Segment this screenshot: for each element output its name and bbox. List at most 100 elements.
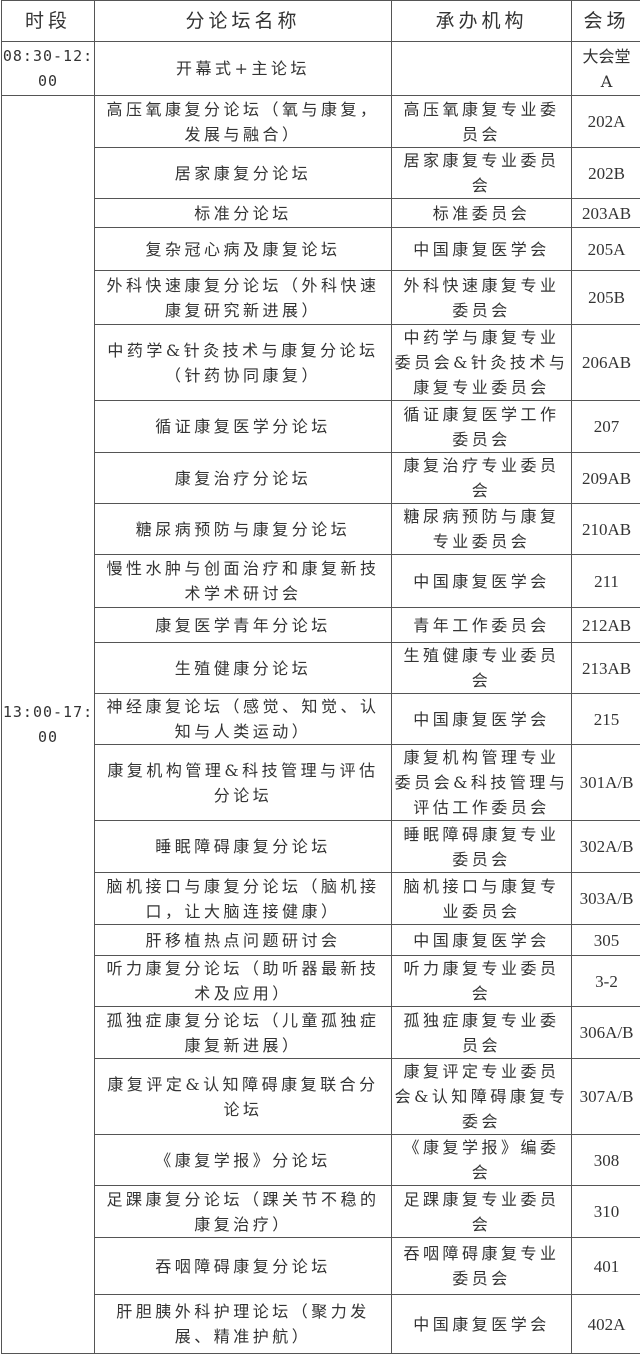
venue: 211 <box>572 555 640 608</box>
forum-name: 中药学&针灸技术与康复分论坛（针药协同康复） <box>95 325 392 401</box>
venue: 303A/B <box>572 873 640 925</box>
venue: 207 <box>572 401 640 453</box>
forum-name: 康复医学青年分论坛 <box>95 608 392 643</box>
organizer: 标准委员会 <box>392 199 572 228</box>
forum-name: 开幕式+主论坛 <box>95 42 392 96</box>
organizer: 中国康复医学会 <box>392 1295 572 1354</box>
forum-name: 复杂冠心病及康复论坛 <box>95 228 392 271</box>
venue: 215 <box>572 694 640 745</box>
venue: 213AB <box>572 643 640 694</box>
forum-name: 糖尿病预防与康复分论坛 <box>95 504 392 555</box>
organizer: 康复评定专业委员会&认知障碍康复专委会 <box>392 1059 572 1135</box>
organizer: 孤独症康复专业委员会 <box>392 1007 572 1059</box>
forum-name: 肝胆胰外科护理论坛（聚力发展、精准护航） <box>95 1295 392 1354</box>
organizer: 中药学与康复专业委员会&针灸技术与康复专业委员会 <box>392 325 572 401</box>
venue: 301A/B <box>572 745 640 821</box>
organizer <box>392 42 572 96</box>
forum-name: 康复机构管理&科技管理与评估分论坛 <box>95 745 392 821</box>
venue: 310 <box>572 1186 640 1238</box>
venue: 209AB <box>572 453 640 504</box>
organizer: 中国康复医学会 <box>392 228 572 271</box>
organizer: 睡眠障碍康复专业委员会 <box>392 821 572 873</box>
venue: 306A/B <box>572 1007 640 1059</box>
venue: 203AB <box>572 199 640 228</box>
time-slot: 08:30-12:00 <box>2 42 95 96</box>
venue: 202B <box>572 148 640 199</box>
header-forum: 分论坛名称 <box>95 1 392 42</box>
table-row: 08:30-12:00 开幕式+主论坛 大会堂A <box>2 42 640 96</box>
header-row: 时段 分论坛名称 承办机构 会场 <box>2 1 640 42</box>
forum-name: 睡眠障碍康复分论坛 <box>95 821 392 873</box>
organizer: 脑机接口与康复专业委员会 <box>392 873 572 925</box>
venue: 3-2 <box>572 956 640 1007</box>
organizer: 循证康复医学工作委员会 <box>392 401 572 453</box>
organizer: 康复机构管理专业委员会&科技管理与评估工作委员会 <box>392 745 572 821</box>
forum-name: 《康复学报》分论坛 <box>95 1135 392 1186</box>
organizer: 青年工作委员会 <box>392 608 572 643</box>
venue: 205A <box>572 228 640 271</box>
organizer: 糖尿病预防与康复专业委员会 <box>392 504 572 555</box>
venue: 205B <box>572 271 640 325</box>
venue: 305 <box>572 925 640 956</box>
venue: 202A <box>572 96 640 148</box>
header-org: 承办机构 <box>392 1 572 42</box>
forum-name: 康复治疗分论坛 <box>95 453 392 504</box>
venue: 206AB <box>572 325 640 401</box>
forum-name: 慢性水肿与创面治疗和康复新技术学术研讨会 <box>95 555 392 608</box>
forum-name: 吞咽障碍康复分论坛 <box>95 1238 392 1295</box>
organizer: 中国康复医学会 <box>392 925 572 956</box>
organizer: 康复治疗专业委员会 <box>392 453 572 504</box>
venue: 302A/B <box>572 821 640 873</box>
venue: 212AB <box>572 608 640 643</box>
organizer: 生殖健康专业委员会 <box>392 643 572 694</box>
organizer: 吞咽障碍康复专业委员会 <box>392 1238 572 1295</box>
forum-name: 生殖健康分论坛 <box>95 643 392 694</box>
forum-name: 外科快速康复分论坛（外科快速康复研究新进展） <box>95 271 392 325</box>
venue: 402A <box>572 1295 640 1354</box>
header-time: 时段 <box>2 1 95 42</box>
forum-name: 高压氧康复分论坛（氧与康复，发展与融合） <box>95 96 392 148</box>
forum-name: 肝移植热点问题研讨会 <box>95 925 392 956</box>
forum-name: 脑机接口与康复分论坛（脑机接口，让大脑连接健康） <box>95 873 392 925</box>
forum-name: 康复评定&认知障碍康复联合分论坛 <box>95 1059 392 1135</box>
organizer: 中国康复医学会 <box>392 694 572 745</box>
organizer: 外科快速康复专业委员会 <box>392 271 572 325</box>
forum-name: 居家康复分论坛 <box>95 148 392 199</box>
header-venue: 会场 <box>572 1 640 42</box>
table-row: 康复机构管理&科技管理与评估分论坛康复机构管理专业委员会&科技管理与评估工作委员… <box>2 745 640 821</box>
time-slot: 13:00-17:00 <box>2 96 95 1354</box>
forum-name: 听力康复分论坛（助听器最新技术及应用） <box>95 956 392 1007</box>
organizer: 中国康复医学会 <box>392 555 572 608</box>
organizer: 听力康复专业委员会 <box>392 956 572 1007</box>
organizer: 高压氧康复专业委员会 <box>392 96 572 148</box>
organizer: 足踝康复专业委员会 <box>392 1186 572 1238</box>
forum-name: 孤独症康复分论坛（儿童孤独症康复新进展） <box>95 1007 392 1059</box>
venue: 308 <box>572 1135 640 1186</box>
venue: 401 <box>572 1238 640 1295</box>
organizer: 《康复学报》编委会 <box>392 1135 572 1186</box>
venue: 210AB <box>572 504 640 555</box>
forum-name: 循证康复医学分论坛 <box>95 401 392 453</box>
venue: 307A/B <box>572 1059 640 1135</box>
